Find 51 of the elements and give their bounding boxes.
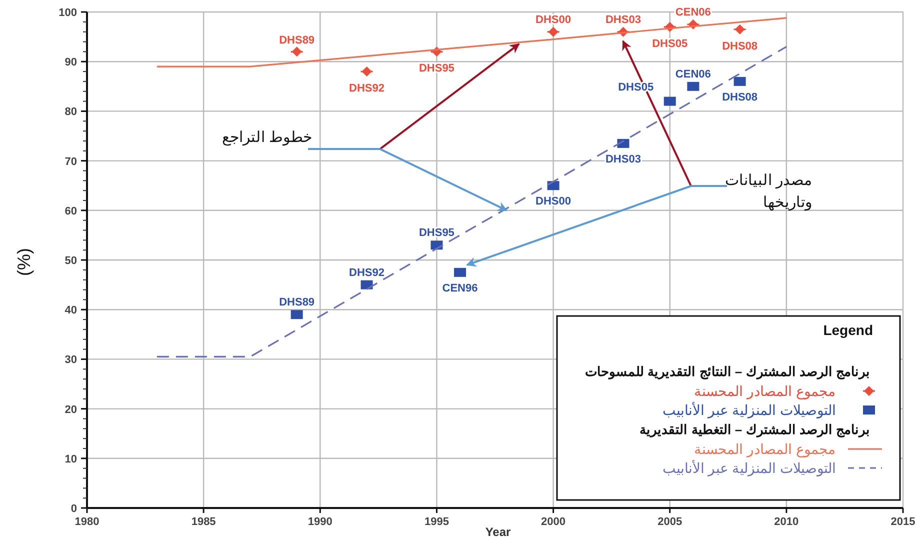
y-axis-title: (%) <box>14 248 34 276</box>
legend-label: مجموع المصادر المحسنة <box>694 441 836 458</box>
annotation: DHS08 <box>722 40 758 52</box>
y-tick-label: 80 <box>64 106 77 118</box>
y-tick-label: 20 <box>64 404 77 416</box>
legend-label: التوصيلات المنزلية عبر الأنابيب <box>662 459 836 477</box>
annotation: DHS92 <box>349 266 385 279</box>
legend-title: Legend <box>823 322 873 338</box>
x-tick-label: 1995 <box>424 516 449 528</box>
legend-label: التوصيلات المنزلية عبر الأنابيب <box>662 401 836 419</box>
y-tick-label: 70 <box>64 156 77 168</box>
annotation: DHS95 <box>418 62 454 75</box>
y-tick-label: 0 <box>70 503 77 515</box>
y-tick-label: 50 <box>64 255 77 267</box>
annotation: DHS92 <box>349 82 385 95</box>
annotation: خطوط التراجع <box>222 129 312 146</box>
annotation: CEN06 <box>675 6 711 18</box>
x-tick-label: 2015 <box>890 516 916 528</box>
annotation: مصدر البيانات وتاريخها <box>724 172 812 211</box>
annotation: DHS00 <box>536 196 572 208</box>
x-tick-label: 2005 <box>658 516 682 528</box>
annotation: DHS89 <box>279 296 315 309</box>
y-tick-label: 10 <box>64 453 77 466</box>
annotation: DHS89 <box>279 34 315 47</box>
annotation: CEN06 <box>675 68 711 80</box>
y-tick-label: 60 <box>64 205 77 218</box>
point <box>734 76 746 86</box>
x-tick-label: 1990 <box>308 516 332 528</box>
point <box>290 310 303 320</box>
x-axis-title: Year <box>485 525 512 539</box>
legend-label: مجموع المصادر المحسنة <box>694 383 836 400</box>
point <box>454 268 466 277</box>
annotation: برنامج الرصد المشترك – النتائج التقديرية للمسوحات <box>585 364 870 380</box>
x-tick-label: 2010 <box>774 516 799 528</box>
annotation: DHS05 <box>652 38 688 50</box>
annotation: DHS03 <box>605 14 641 26</box>
annotation: برنامج الرصد المشترك – التغطية التقديرية <box>640 422 870 438</box>
y-tick-label: 100 <box>58 7 77 19</box>
annotation: CEN96 <box>442 282 478 294</box>
point <box>664 96 676 106</box>
annotation: DHS03 <box>605 153 641 166</box>
annotation: DHS00 <box>536 14 572 26</box>
y-tick-label: 40 <box>64 304 77 317</box>
annotation: DHS95 <box>418 227 454 240</box>
x-tick-label: 2000 <box>541 516 566 528</box>
y-tick-label: 90 <box>64 56 77 69</box>
point <box>687 82 700 91</box>
x-tick-label: 1985 <box>191 516 216 528</box>
annotation: DHS08 <box>722 91 758 104</box>
x-tick-label: 1980 <box>74 516 100 528</box>
y-tick-label: 30 <box>64 354 77 366</box>
